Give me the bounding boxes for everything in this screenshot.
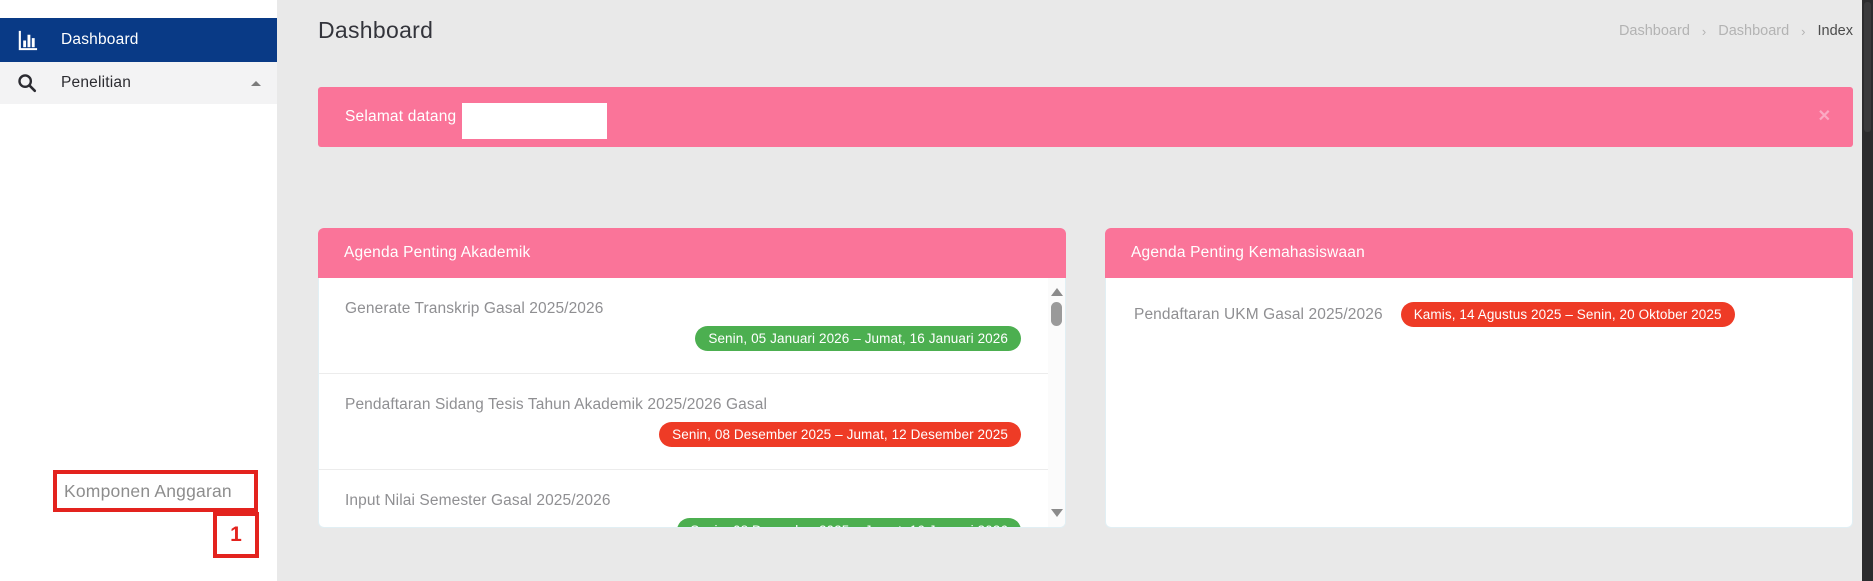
main-content: Dashboard Dashboard › Dashboard › Index …	[277, 0, 1862, 581]
breadcrumb: Dashboard › Dashboard › Index	[1619, 17, 1853, 39]
card-body-agenda-kemahasiswaan: Pendaftaran UKM Gasal 2025/2026 Kamis, 1…	[1105, 278, 1853, 528]
page-scrollbar-thumb[interactable]	[1864, 2, 1871, 132]
chevron-right-icon: ›	[1801, 23, 1806, 39]
card-header: Agenda Penting Akademik	[318, 228, 1066, 278]
date-range-badge: Senin, 08 Desember 2025 – Jumat, 16 Janu…	[677, 518, 1021, 527]
annotation-box: Komponen Anggaran	[53, 470, 258, 512]
breadcrumb-item[interactable]: Dashboard	[1718, 23, 1790, 39]
page-header: Dashboard Dashboard › Dashboard › Index	[318, 0, 1853, 44]
card-title: Agenda Penting Kemahasiswaan	[1131, 244, 1365, 261]
page-scrollbar[interactable]	[1862, 0, 1873, 581]
redacted-username-box	[462, 103, 608, 139]
scroll-down-icon[interactable]	[1050, 509, 1063, 517]
scroll-up-icon[interactable]	[1050, 288, 1063, 296]
card-agenda-kemahasiswaan: Agenda Penting Kemahasiswaan Pendaftaran…	[1105, 228, 1853, 528]
sidebar-item-label: Penelitian	[61, 74, 132, 91]
bar-chart-icon	[14, 27, 40, 53]
sidebar-item-penelitian[interactable]: Penelitian	[0, 62, 277, 104]
agenda-title: Pendaftaran UKM Gasal 2025/2026	[1134, 305, 1383, 323]
agenda-title: Generate Transkrip Gasal 2025/2026	[345, 300, 604, 317]
breadcrumb-current: Index	[1817, 23, 1853, 39]
date-range-badge: Senin, 05 Januari 2026 – Jumat, 16 Janua…	[695, 326, 1021, 351]
sidebar: Dashboard Penelitian Komponen Anggaran 1	[0, 0, 277, 581]
card-header: Agenda Penting Kemahasiswaan	[1105, 228, 1853, 278]
card-scrollbar[interactable]	[1048, 278, 1065, 527]
agenda-title: Input Nilai Semester Gasal 2025/2026	[345, 492, 611, 509]
welcome-text: Selamat datang	[345, 108, 457, 125]
card-agenda-akademik: Agenda Penting Akademik Generate Transkr…	[318, 228, 1066, 528]
agenda-title: Pendaftaran Sidang Tesis Tahun Akademik …	[345, 396, 768, 413]
collapse-caret-icon[interactable]	[251, 81, 261, 86]
annotation-index-label: 1	[230, 523, 242, 546]
card-body-agenda-akademik: Generate Transkrip Gasal 2025/2026 Senin…	[318, 278, 1066, 528]
date-range-badge: Senin, 08 Desember 2025 – Jumat, 12 Dese…	[659, 422, 1021, 447]
welcome-banner: Selamat datang ✕	[318, 87, 1853, 147]
date-range-badge: Kamis, 14 Agustus 2025 – Senin, 20 Oktob…	[1400, 302, 1735, 327]
list-item: Pendaftaran Sidang Tesis Tahun Akademik …	[319, 374, 1065, 470]
sidebar-item-komponen-anggaran[interactable]: Komponen Anggaran	[64, 480, 232, 501]
scrollbar-thumb[interactable]	[1051, 302, 1062, 326]
sidebar-item-label: Dashboard	[61, 31, 139, 48]
annotation-index-box: 1	[213, 512, 259, 558]
card-title: Agenda Penting Akademik	[344, 244, 531, 261]
close-icon[interactable]: ✕	[1817, 108, 1831, 125]
list-item: Input Nilai Semester Gasal 2025/2026 Sen…	[319, 470, 1065, 527]
chevron-right-icon: ›	[1701, 23, 1707, 39]
sidebar-item-dashboard[interactable]: Dashboard	[0, 18, 277, 62]
list-item: Pendaftaran UKM Gasal 2025/2026 Kamis, 1…	[1106, 278, 1852, 327]
page-title: Dashboard	[318, 17, 434, 43]
breadcrumb-item[interactable]: Dashboard	[1618, 23, 1690, 39]
sidebar-top-spacer	[0, 0, 277, 18]
list-item: Generate Transkrip Gasal 2025/2026 Senin…	[319, 278, 1065, 374]
search-icon	[14, 70, 40, 96]
